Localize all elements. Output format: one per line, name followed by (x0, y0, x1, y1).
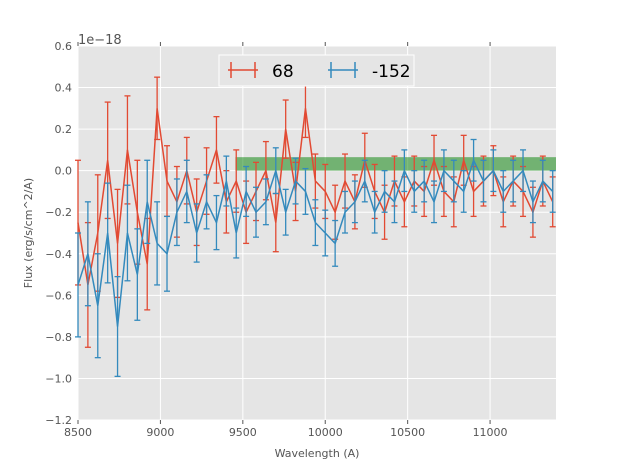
x-tick-label: 9000 (146, 426, 174, 439)
offset-label: 1e−18 (78, 33, 122, 48)
band-layer (235, 157, 556, 171)
x-tick-label: 11000 (473, 426, 508, 439)
shaded-band (235, 157, 556, 171)
x-tick-label: 8500 (64, 426, 92, 439)
y-tick-label: −0.6 (45, 289, 72, 302)
series-layer (75, 76, 556, 378)
x-axis-label: Wavelength (A) (275, 447, 360, 460)
tick-layer: 8500 9000 9500 10000 10500 11000 0.6 0.4 0.2 0.0 −… (45, 40, 507, 439)
y-tick-label: −0.2 (45, 206, 72, 219)
y-tick-label: −0.4 (45, 248, 72, 261)
y-tick-label: 0.2 (55, 123, 73, 136)
y-tick-label: −1.0 (45, 372, 72, 385)
legend-marker-152 (328, 62, 358, 78)
x-tick-label: 9500 (229, 426, 257, 439)
series--152 (75, 138, 556, 378)
x-tick-label: 10000 (308, 426, 343, 439)
y-tick-label: 0.6 (55, 40, 73, 53)
y-axis-label: Flux (erg/s/cm^2/A) (22, 178, 35, 288)
y-tick-label: 0.4 (55, 82, 73, 95)
series-line (77, 108, 554, 286)
legend-label-152: -152 (372, 62, 411, 82)
legend-label-68: 68 (272, 62, 294, 82)
legend-marker-68 (228, 62, 258, 78)
x-tick-label: 10500 (390, 426, 425, 439)
y-tick-label: −1.2 (45, 414, 72, 427)
y-tick-label: −0.8 (45, 331, 72, 344)
legend: 68 -152 (218, 54, 415, 87)
series-line (77, 158, 554, 327)
y-tick-label: 0.0 (55, 165, 73, 178)
